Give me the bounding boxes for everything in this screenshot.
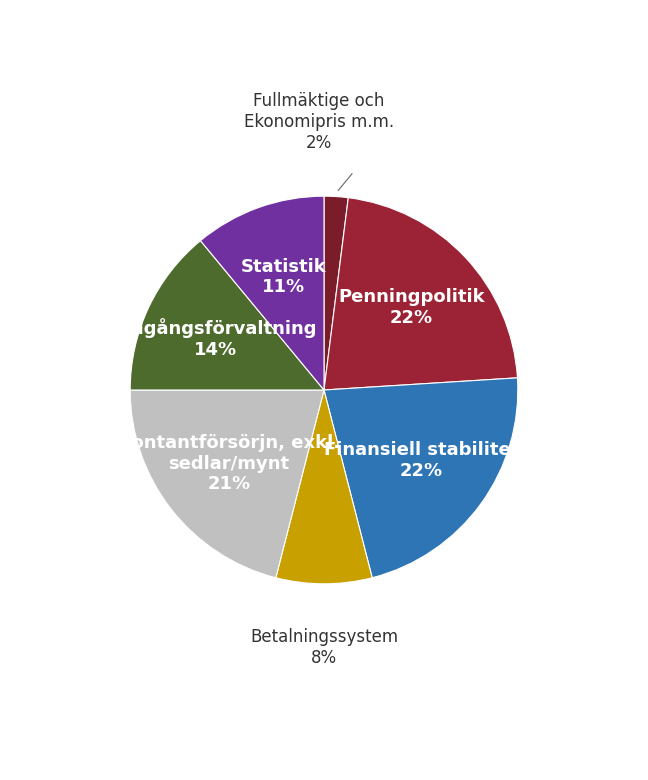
Wedge shape: [130, 390, 324, 578]
Wedge shape: [324, 378, 518, 578]
Text: Kontantförsörjn, exkl.
sedlar/mynt
21%: Kontantförsörjn, exkl. sedlar/mynt 21%: [118, 434, 340, 494]
Wedge shape: [276, 390, 372, 583]
Text: Betalningssystem
8%: Betalningssystem 8%: [250, 629, 398, 667]
Wedge shape: [324, 197, 348, 390]
Wedge shape: [130, 241, 324, 390]
Text: Finansiell stabilitet
22%: Finansiell stabilitet 22%: [323, 441, 519, 480]
Text: Tillgångsförvaltning
14%: Tillgångsförvaltning 14%: [113, 318, 317, 360]
Text: Fullmäktige och
Ekonomipris m.m.
2%: Fullmäktige och Ekonomipris m.m. 2%: [244, 93, 394, 152]
Text: Penningpolitik
22%: Penningpolitik 22%: [338, 289, 485, 327]
Wedge shape: [324, 197, 518, 390]
Wedge shape: [200, 197, 324, 390]
Text: Statistik
11%: Statistik 11%: [240, 257, 326, 296]
